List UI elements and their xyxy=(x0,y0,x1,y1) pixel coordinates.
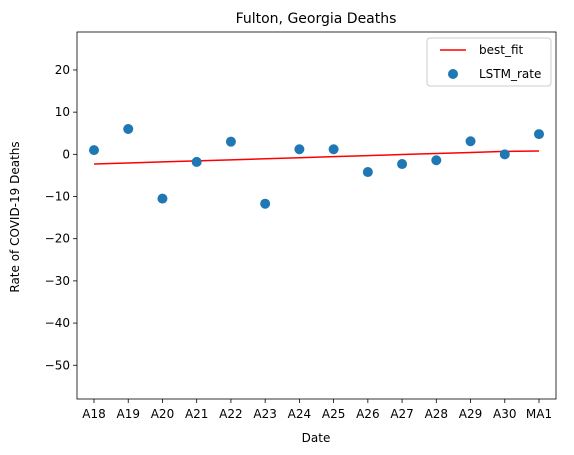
x-tick-label: A25 xyxy=(322,407,345,421)
scatter-point-a26 xyxy=(362,167,373,178)
scatter-point-a27 xyxy=(397,159,408,170)
x-tick-label: A30 xyxy=(493,407,516,421)
legend-best-fit-label: best_fit xyxy=(479,43,524,57)
x-axis-label: Date xyxy=(302,431,331,445)
chart-title: Fulton, Georgia Deaths xyxy=(236,11,397,27)
x-tick-label: A28 xyxy=(425,407,448,421)
scatter-point-a29 xyxy=(465,136,476,147)
plot-area xyxy=(89,124,544,209)
x-tick-label: A27 xyxy=(390,407,413,421)
scatter-point-a19 xyxy=(123,124,134,135)
x-tick-label: A24 xyxy=(288,407,311,421)
axes: A18 A19 A20 A21 A22 A23 A24 A25 A26 A27 A28 A29 A30 M… xyxy=(45,31,557,421)
y-tick-label: 10 xyxy=(55,105,70,119)
legend-lstm-rate-label: LSTM_rate xyxy=(479,67,541,81)
y-tick-label: −30 xyxy=(45,274,70,288)
y-tick-label: −50 xyxy=(45,358,70,372)
scatter-point-a23 xyxy=(260,198,271,209)
scatter-point-a18 xyxy=(89,145,99,156)
x-tick-label: A26 xyxy=(356,407,379,421)
x-tick-label: A29 xyxy=(459,407,482,421)
scatter-point-a24 xyxy=(294,144,305,155)
scatter-point-ma1 xyxy=(534,129,544,140)
y-tick-label: −20 xyxy=(45,232,70,246)
x-tick-label: A20 xyxy=(151,407,174,421)
best-fit-line xyxy=(93,150,540,165)
x-tick-label: A19 xyxy=(116,407,139,421)
x-tick-label: MA1 xyxy=(526,407,552,421)
plot-frame xyxy=(76,31,557,400)
scatter-point-a20 xyxy=(157,193,168,204)
x-tick-label: A22 xyxy=(219,407,242,421)
y-axis-label: Rate of COVID-19 Deaths xyxy=(8,141,22,292)
legend: best_fit LSTM_rate xyxy=(426,37,552,87)
scatter-point-a28 xyxy=(431,155,442,166)
x-tick-label: A21 xyxy=(185,407,208,421)
scatter-point-a25 xyxy=(328,144,339,155)
y-tick-label: 20 xyxy=(55,63,70,77)
scatter-point-a21 xyxy=(191,156,202,167)
scatter-point-a30 xyxy=(499,149,510,160)
y-tick-label: −40 xyxy=(45,316,70,330)
x-tick-label: A23 xyxy=(253,407,276,421)
legend-lstm-rate-swatch xyxy=(448,69,458,79)
scatter-point-a22 xyxy=(225,136,236,147)
y-tick-label: −10 xyxy=(45,190,70,204)
x-tick-label: A18 xyxy=(82,407,105,421)
y-tick-label: 0 xyxy=(62,147,70,161)
